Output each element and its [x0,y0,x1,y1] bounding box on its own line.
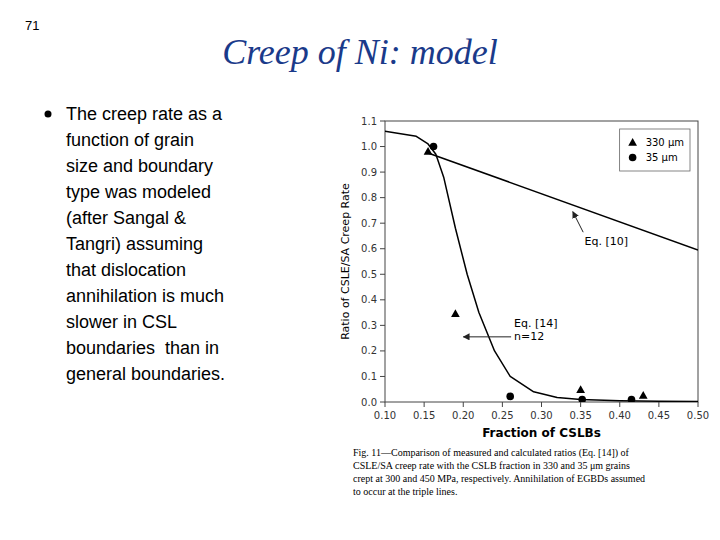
x-tick-label: 0.10 [374,410,396,421]
y-tick-label: 1.1 [361,116,377,127]
annotation-line: Eq. [14] [514,317,558,330]
y-tick-label: 1.0 [361,141,377,152]
bullet-dot [45,111,52,118]
series-line [385,131,698,401]
legend-item: 35 μm [629,152,678,163]
x-tick-label: 0.20 [452,410,474,421]
bullet-line: (after Sangal & [66,208,186,228]
annotation-text: Eq. [14]n=12 [514,317,558,343]
x-axis-label: Fraction of CSLBs [482,426,601,440]
x-tick [541,402,542,407]
slide-number: 71 [25,18,39,33]
y-tick [380,350,385,351]
legend-item: 330 μm [628,137,684,148]
x-tick-label: 0.50 [687,410,709,421]
bullet-line: general boundaries. [66,364,225,384]
x-tick [698,402,699,407]
axes: 0.10 0.15 0.20 0.25 0.30 0.35 0.40 0.45 0.50 0.0 0… [339,116,709,441]
scatter-point [628,396,636,402]
legend-swatch [629,154,637,162]
y-tick [380,299,385,300]
y-tick [380,376,385,377]
legend-box [620,129,690,171]
annotation-arrow [463,336,511,337]
x-tick-label: 0.15 [413,410,435,421]
y-tick-label: 0.8 [361,192,377,203]
y-tick [380,121,385,122]
y-tick-label: 0.0 [361,397,377,408]
legend-label: 330 μm [646,137,684,148]
x-tick [463,402,464,407]
caption-line: CSLE/SA creep rate with the CSLB fractio… [353,460,630,471]
y-axis-label: Ratio of CSLE/SA Creep Rate [339,183,352,340]
y-tick [380,402,385,403]
annotations: Eq. [10] Eq. [14]n=12 [463,212,628,343]
annotation-line: n=12 [514,330,544,343]
caption: Fig. 11—Comparison of measured and calcu… [353,447,645,497]
annotation-arrow [573,212,583,233]
y-tick-label: 0.2 [361,345,377,356]
legend: 330 μm 35 μm [620,129,690,171]
scatter-point [639,391,648,399]
y-tick-label: 0.3 [361,320,377,331]
legend-label: 35 μm [646,152,678,163]
scatter-point [576,385,585,393]
y-tick-label: 0.7 [361,218,377,229]
background [0,0,720,540]
y-tick [380,146,385,147]
y-tick [380,325,385,326]
bullet-line: annihilation is much [66,286,224,306]
caption-line: Fig. 11—Comparison of measured and calcu… [353,447,630,459]
bullet-line: Tangri) assuming [66,234,203,254]
scatter-point [451,309,460,317]
y-tick-label: 0.1 [361,371,377,382]
x-tick-label: 0.25 [491,410,513,421]
x-tick-label: 0.35 [569,410,591,421]
x-tick [502,402,503,407]
caption-line: to occur at the triple lines. [353,486,457,497]
y-tick-label: 0.6 [361,243,377,254]
x-tick [580,402,581,407]
y-tick [380,248,385,249]
annotation-line: Eq. [10] [585,235,629,248]
title: Creep of Ni: model [222,32,498,72]
scatter-point [430,143,438,151]
y-tick-label: 0.5 [361,269,377,280]
data-marks [385,131,698,402]
plot-frame [385,121,698,402]
y-tick [380,223,385,224]
y-tick-label: 0.9 [361,167,377,178]
x-tick [658,402,659,407]
bullet-line: function of grain [66,130,194,150]
bullet-line: size and boundary [66,156,213,176]
y-tick-label: 0.4 [361,294,377,305]
legend-swatch [628,138,637,146]
bullet-line: that dislocation [66,260,186,280]
scatter-point [578,396,586,402]
x-tick [424,402,425,407]
y-tick [380,197,385,198]
bullet-line: The creep rate as a [66,104,223,124]
slide: 71 Creep of Ni: model The creep rate as a f… [0,0,720,540]
bullet-line: slower in CSL [66,312,177,332]
caption-line: crept at 300 and 450 MPa, respectively. … [353,473,645,484]
y-tick [380,172,385,173]
scatter-point [506,393,514,401]
bullet-line: boundaries than in [66,338,219,358]
x-tick-label: 0.40 [609,410,631,421]
x-tick [619,402,620,407]
x-tick [385,402,386,407]
y-tick [380,274,385,275]
x-tick-label: 0.45 [648,410,670,421]
bullet-line: type was modeled [66,182,211,202]
x-tick-label: 0.30 [530,410,552,421]
annotation-text: Eq. [10] [585,235,629,248]
